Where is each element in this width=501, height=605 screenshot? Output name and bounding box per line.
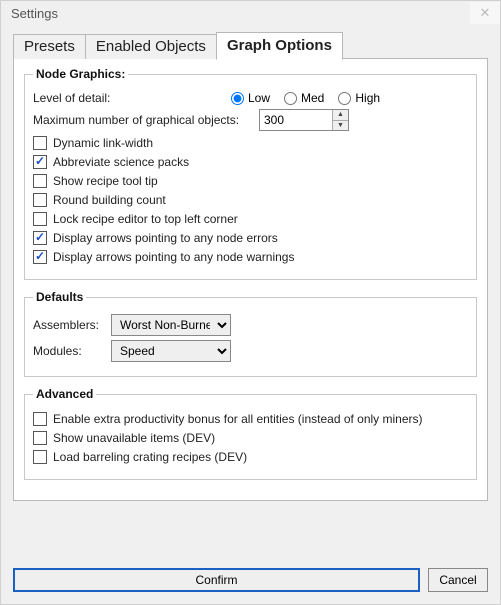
tab-graph-options[interactable]: Graph Options	[216, 32, 343, 60]
lod-radio-med-input[interactable]	[284, 92, 297, 105]
lod-radio-high-input[interactable]	[338, 92, 351, 105]
tab-strip: Presets Enabled Objects Graph Options	[13, 31, 488, 58]
lod-radio-low-input[interactable]	[231, 92, 244, 105]
check-load-barreling-label: Load barreling crating recipes (DEV)	[53, 450, 247, 464]
max-objects-label: Maximum number of graphical objects:	[33, 113, 251, 127]
check-load-barreling-input[interactable]	[33, 450, 47, 464]
assemblers-label: Assemblers:	[33, 318, 103, 332]
check-display-arrows-errors-input[interactable]	[33, 231, 47, 245]
lod-radio-group: Low Med High	[231, 91, 380, 105]
check-abbreviate-science-input[interactable]	[33, 155, 47, 169]
row-assemblers: Assemblers: Worst Non-Burner	[33, 314, 468, 336]
lod-med-label: Med	[301, 91, 324, 105]
check-display-arrows-warnings[interactable]: Display arrows pointing to any node warn…	[33, 250, 468, 264]
close-button[interactable]: ✕	[470, 2, 500, 24]
confirm-button[interactable]: Confirm	[13, 568, 420, 592]
check-show-recipe-tooltip-label: Show recipe tool tip	[53, 174, 158, 188]
check-lock-recipe-editor-input[interactable]	[33, 212, 47, 226]
spinner-buttons: ▲ ▼	[332, 110, 348, 130]
check-show-unavailable[interactable]: Show unavailable items (DEV)	[33, 431, 468, 445]
check-display-arrows-errors[interactable]: Display arrows pointing to any node erro…	[33, 231, 468, 245]
lod-high-label: High	[355, 91, 380, 105]
check-abbreviate-science[interactable]: Abbreviate science packs	[33, 155, 468, 169]
tab-enabled-objects[interactable]: Enabled Objects	[85, 34, 217, 59]
window-title: Settings	[11, 6, 58, 21]
titlebar: Settings ✕	[1, 1, 500, 25]
group-node-graphics: Node Graphics: Level of detail: Low Med	[24, 67, 477, 280]
check-dynamic-link-width[interactable]: Dynamic link-width	[33, 136, 468, 150]
window-content: Presets Enabled Objects Graph Options No…	[1, 25, 500, 558]
check-display-arrows-warnings-input[interactable]	[33, 250, 47, 264]
check-extra-productivity-input[interactable]	[33, 412, 47, 426]
check-extra-productivity[interactable]: Enable extra productivity bonus for all …	[33, 412, 468, 426]
group-advanced: Advanced Enable extra productivity bonus…	[24, 387, 477, 480]
cancel-button[interactable]: Cancel	[428, 568, 488, 592]
check-display-arrows-errors-label: Display arrows pointing to any node erro…	[53, 231, 278, 245]
lod-radio-med[interactable]: Med	[284, 91, 324, 105]
check-round-building-count-input[interactable]	[33, 193, 47, 207]
check-lock-recipe-editor[interactable]: Lock recipe editor to top left corner	[33, 212, 468, 226]
lod-label: Level of detail:	[33, 91, 223, 105]
close-icon: ✕	[480, 5, 491, 21]
group-defaults: Defaults Assemblers: Worst Non-Burner Mo…	[24, 290, 477, 377]
spinner-down[interactable]: ▼	[333, 121, 348, 131]
check-show-unavailable-input[interactable]	[33, 431, 47, 445]
tab-presets[interactable]: Presets	[13, 34, 86, 59]
row-modules: Modules: Speed	[33, 340, 468, 362]
modules-dropdown[interactable]: Speed	[111, 340, 231, 362]
row-level-of-detail: Level of detail: Low Med High	[33, 91, 468, 105]
group-advanced-legend: Advanced	[33, 387, 96, 401]
max-objects-input[interactable]	[260, 110, 332, 130]
check-extra-productivity-label: Enable extra productivity bonus for all …	[53, 412, 423, 426]
button-bar: Confirm Cancel	[1, 558, 500, 604]
tab-panel: Node Graphics: Level of detail: Low Med	[13, 58, 488, 501]
settings-window: Settings ✕ Presets Enabled Objects Graph…	[0, 0, 501, 605]
check-abbreviate-science-label: Abbreviate science packs	[53, 155, 189, 169]
max-objects-spinner: ▲ ▼	[259, 109, 349, 131]
spinner-up[interactable]: ▲	[333, 110, 348, 121]
row-max-objects: Maximum number of graphical objects: ▲ ▼	[33, 109, 468, 131]
check-show-recipe-tooltip-input[interactable]	[33, 174, 47, 188]
check-load-barreling[interactable]: Load barreling crating recipes (DEV)	[33, 450, 468, 464]
lod-low-label: Low	[248, 91, 270, 105]
check-display-arrows-warnings-label: Display arrows pointing to any node warn…	[53, 250, 294, 264]
check-dynamic-link-width-input[interactable]	[33, 136, 47, 150]
lod-radio-low[interactable]: Low	[231, 91, 270, 105]
check-round-building-count-label: Round building count	[53, 193, 166, 207]
check-lock-recipe-editor-label: Lock recipe editor to top left corner	[53, 212, 238, 226]
lod-radio-high[interactable]: High	[338, 91, 380, 105]
modules-label: Modules:	[33, 344, 103, 358]
check-round-building-count[interactable]: Round building count	[33, 193, 468, 207]
check-show-recipe-tooltip[interactable]: Show recipe tool tip	[33, 174, 468, 188]
check-dynamic-link-width-label: Dynamic link-width	[53, 136, 153, 150]
assemblers-dropdown[interactable]: Worst Non-Burner	[111, 314, 231, 336]
group-defaults-legend: Defaults	[33, 290, 86, 304]
check-show-unavailable-label: Show unavailable items (DEV)	[53, 431, 215, 445]
group-node-graphics-legend: Node Graphics:	[33, 67, 128, 81]
